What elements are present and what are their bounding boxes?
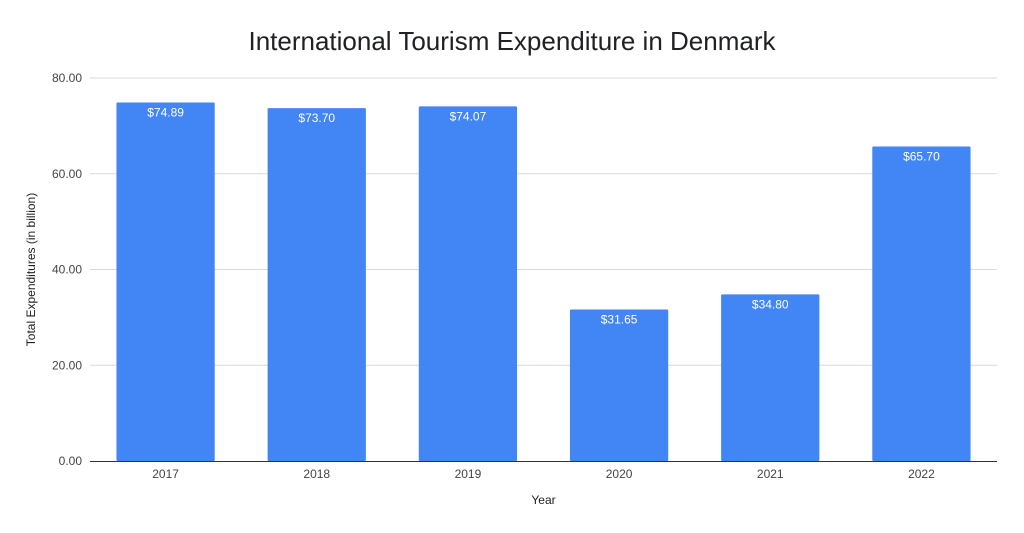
bars bbox=[116, 102, 971, 462]
data-label-2021: $34.80 bbox=[752, 297, 789, 311]
data-label-2022: $65.70 bbox=[903, 149, 940, 163]
bar-2018 bbox=[267, 108, 366, 461]
data-label-2019: $74.07 bbox=[450, 109, 487, 123]
x-axis-title: Year bbox=[531, 493, 555, 507]
data-labels: $74.89 $73.70 $74.07 $31.65 $34.80 $65.70 bbox=[147, 105, 940, 326]
x-tick-label-2021: 2021 bbox=[757, 467, 784, 481]
data-label-2017: $74.89 bbox=[147, 105, 184, 119]
y-axis-title: Total Expenditures (in billion) bbox=[24, 193, 38, 346]
gridlines bbox=[90, 77, 997, 366]
bar-2020 bbox=[569, 309, 669, 461]
x-tick-label-2017: 2017 bbox=[152, 467, 179, 481]
y-tick-label: 0.00 bbox=[59, 454, 83, 468]
bar-2019 bbox=[418, 106, 518, 461]
data-label-2020: $31.65 bbox=[601, 312, 638, 326]
y-tick-label: 40.00 bbox=[52, 263, 82, 277]
data-label-2018: $73.70 bbox=[298, 111, 335, 125]
chart-title: International Tourism Expenditure in Den… bbox=[248, 26, 776, 56]
bar-2021 bbox=[721, 294, 820, 461]
x-axis-ticks: 2017 2018 2019 2020 2021 2022 bbox=[152, 467, 935, 481]
x-tick-label-2022: 2022 bbox=[908, 467, 935, 481]
y-tick-label: 20.00 bbox=[52, 358, 82, 372]
x-tick-label-2019: 2019 bbox=[455, 467, 482, 481]
bar-2017 bbox=[116, 102, 215, 462]
y-tick-label: 80.00 bbox=[52, 71, 82, 85]
y-axis-ticks: 0.00 20.00 40.00 60.00 80.00 bbox=[52, 71, 82, 468]
bar-2022 bbox=[872, 146, 971, 461]
x-tick-label-2018: 2018 bbox=[303, 467, 330, 481]
x-tick-label-2020: 2020 bbox=[606, 467, 633, 481]
y-tick-label: 60.00 bbox=[52, 167, 82, 181]
